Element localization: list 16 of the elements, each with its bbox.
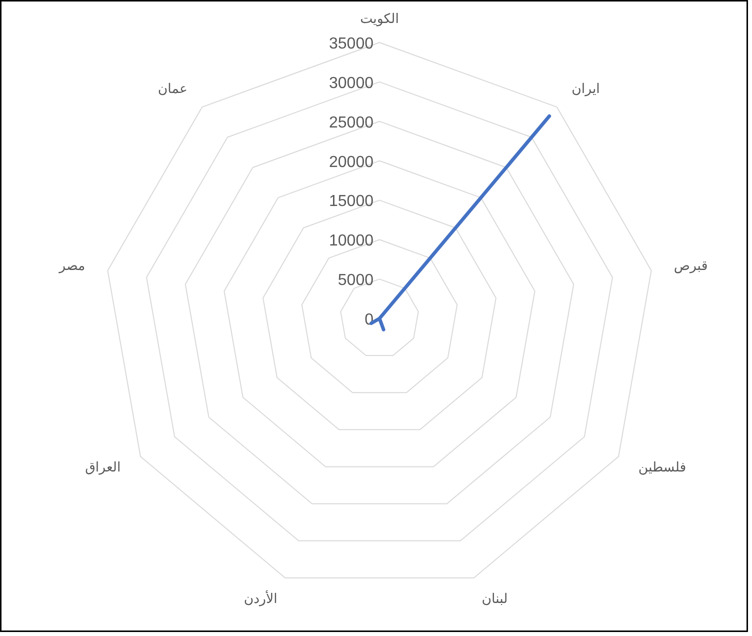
y-tick-label: 30000	[329, 74, 374, 92]
spoke-label: لبنان	[482, 592, 508, 607]
spoke-label: فلسطين	[638, 460, 686, 476]
spoke-label: الأردن	[244, 590, 278, 607]
spoke-label: قبرص	[674, 259, 708, 274]
y-tick-label: 35000	[329, 36, 374, 52]
y-tick-label: 20000	[329, 154, 374, 171]
y-tick-label: 10000	[329, 232, 374, 250]
spoke-label: عمان	[158, 82, 188, 98]
y-tick-label: 15000	[329, 193, 374, 210]
spoke-label: مصر	[58, 259, 86, 274]
y-tick-label: 5000	[338, 272, 374, 290]
spoke-label: ايران	[572, 82, 600, 98]
y-tick-label: 25000	[329, 114, 374, 132]
spoke-label: العراق	[85, 460, 121, 476]
spoke-label: الكويت	[360, 12, 399, 28]
